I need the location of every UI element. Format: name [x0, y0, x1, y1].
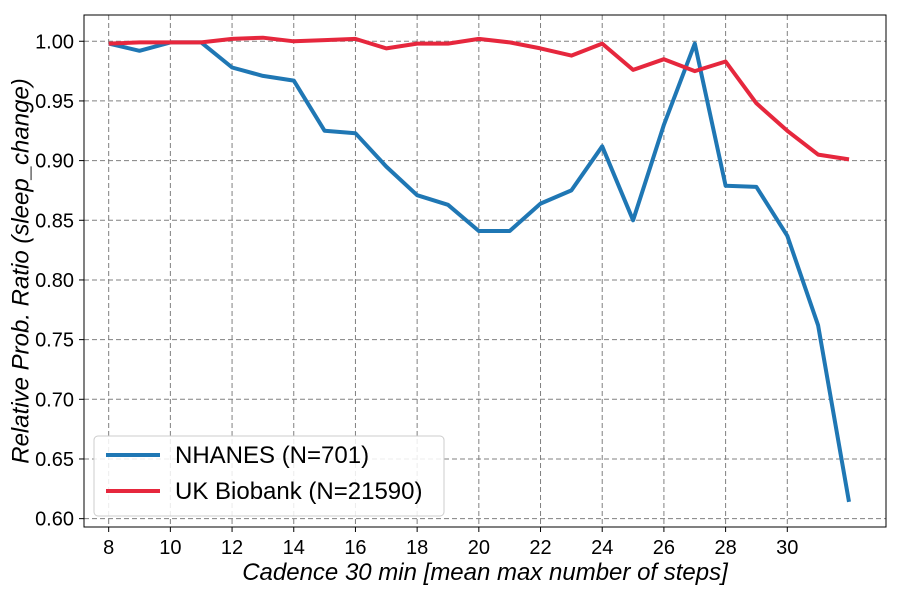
- y-tick-label: 0.65: [35, 449, 74, 471]
- x-tick-label: 10: [159, 537, 181, 559]
- x-tick-label: 14: [283, 537, 305, 559]
- y-axis-label: Relative Prob. Ratio (sleep_change): [7, 78, 34, 464]
- x-tick-label: 12: [221, 537, 243, 559]
- y-tick-label: 0.70: [35, 389, 74, 411]
- y-tick-label: 0.90: [35, 151, 74, 173]
- x-tick-label: 8: [103, 537, 114, 559]
- x-axis-label: Cadence 30 min [mean max number of steps…: [242, 559, 729, 586]
- legend-box: [93, 435, 445, 517]
- y-tick-label: 0.75: [35, 330, 74, 352]
- y-axis-ticks: 0.60 0.65 0.70 0.75 0.80 0.85 0.90 0.95 1.00: [35, 31, 84, 531]
- plot-frame: [83, 14, 887, 528]
- y-tick-label: 0.80: [35, 270, 74, 292]
- x-tick-label: 16: [344, 537, 366, 559]
- x-tick-label: 26: [653, 537, 675, 559]
- legend-label-uk-biobank: UK Biobank (N=21590): [175, 478, 422, 505]
- legend: NHANES (N=701) UK Biobank (N=21590): [93, 435, 445, 517]
- x-tick-label: 30: [776, 537, 798, 559]
- y-tick-label: 0.85: [35, 210, 74, 232]
- legend-label-nhanes: NHANES (N=701): [175, 442, 369, 469]
- series-line-uk-biobank: [108, 35, 850, 162]
- series-line-nhanes: [108, 40, 851, 503]
- y-tick-label: 0.60: [35, 509, 74, 531]
- y-tick-label: 0.95: [35, 91, 74, 113]
- x-tick-label: 28: [714, 537, 736, 559]
- x-tick-label: 18: [406, 537, 428, 559]
- x-tick-label: 22: [529, 537, 551, 559]
- x-tick-label: 24: [591, 537, 613, 559]
- x-tick-label: 20: [468, 537, 490, 559]
- y-tick-label: 1.00: [35, 31, 74, 53]
- x-axis-ticks: 8 10 12 14 16 18 20 22 24 26 28 30: [103, 527, 798, 559]
- series-layer: [108, 35, 851, 503]
